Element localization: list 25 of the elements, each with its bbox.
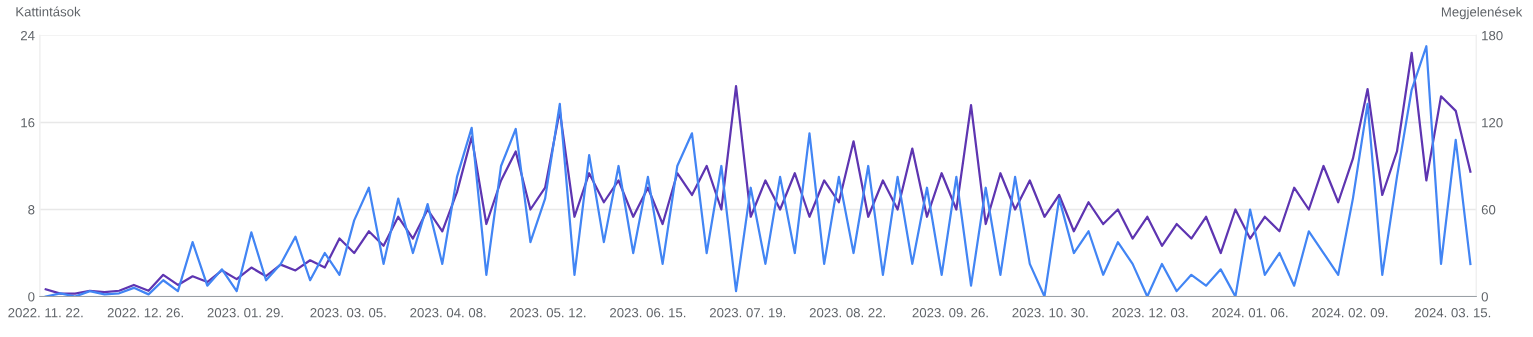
x-tick-label: 2023. 01. 29. — [207, 308, 283, 318]
x-tick-label: 2022. 12. 26. — [107, 308, 183, 318]
x-tick-label: 2023. 12. 03. — [1112, 308, 1188, 318]
x-tick-label: 2022. 11. 22. — [8, 308, 83, 318]
y-tick-label: 8 — [28, 205, 35, 215]
x-tick-label: 2023. 08. 22. — [809, 308, 885, 318]
y-tick-label: 0 — [28, 292, 35, 302]
x-tick-label: 2023. 10. 30. — [1012, 308, 1088, 318]
y2-axis-title: Megjelenések — [1441, 6, 1523, 20]
x-tick-label: 2024. 02. 09. — [1312, 308, 1388, 318]
x-tick-label: 2024. 01. 06. — [1212, 308, 1288, 318]
y2-tick-label: 0 — [1481, 292, 1488, 302]
y2-tick-label: 60 — [1481, 205, 1496, 215]
x-tick-label: 2023. 06. 15. — [610, 308, 686, 318]
x-tick-label: 2023. 03. 05. — [310, 308, 386, 318]
y-axis-title: Kattintások — [16, 6, 81, 17]
y2-tick-label: 180 — [1482, 30, 1503, 41]
x-tick-label: 2024. 03. 15. — [1414, 308, 1491, 318]
y-tick-label: 16 — [21, 118, 35, 128]
x-tick-label: 2023. 07. 19. — [709, 308, 786, 318]
y2-tick-label: 120 — [1482, 118, 1503, 128]
y-tick-label: 24 — [20, 30, 35, 41]
x-tick-label: 2023. 09. 26. — [912, 308, 988, 318]
x-tick-label: 2023. 05. 12. — [510, 308, 586, 318]
x-tick-label: 2023. 04. 08. — [410, 308, 486, 318]
